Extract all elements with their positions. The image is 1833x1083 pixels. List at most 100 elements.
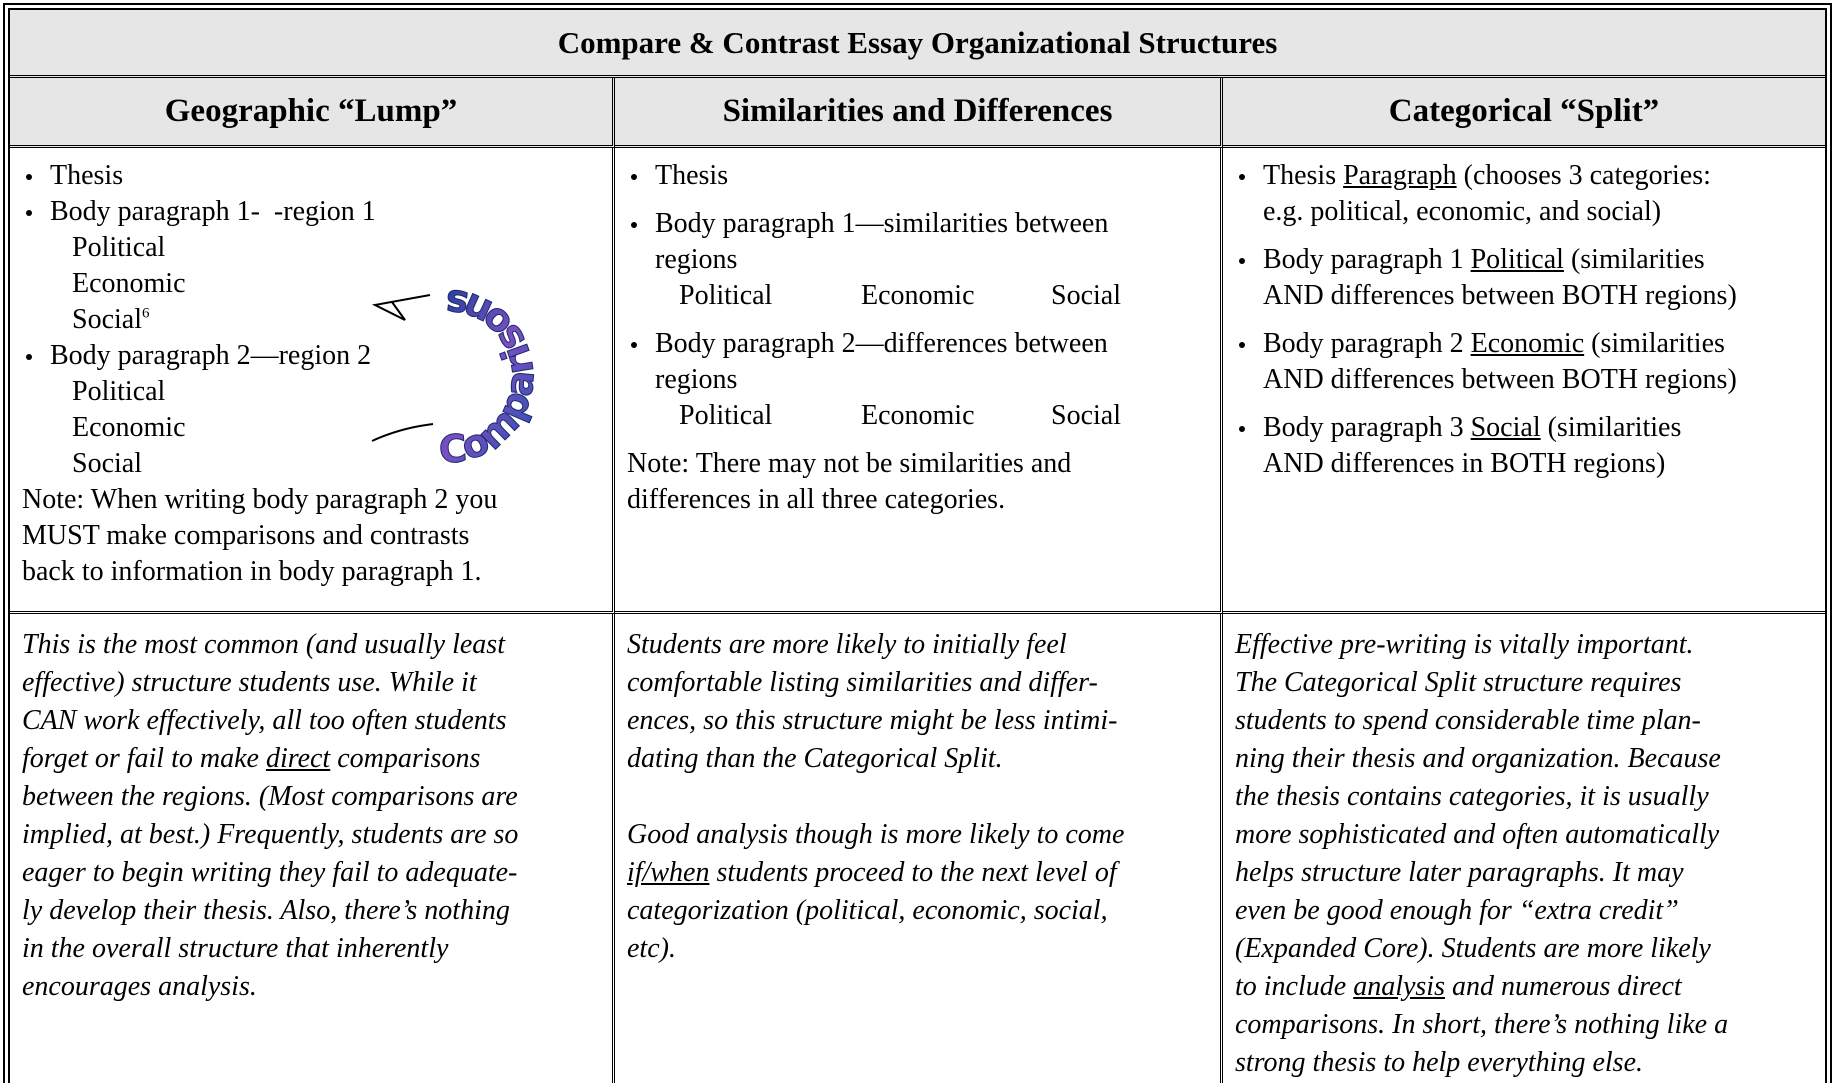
text-run: (similarities — [1540, 412, 1682, 443]
text-line: differences in all three categories. — [627, 484, 1006, 515]
commentary-line: even be good enough for “extra credit” — [1235, 895, 1679, 926]
commentary-line: CAN work effectively, all too often stud… — [22, 705, 507, 736]
note-item: Note: There may not be similarities and d… — [627, 446, 1210, 518]
commentary-line: effective) structure students use. While… — [22, 667, 477, 698]
text-line: Body paragraph 2—region 2 — [50, 340, 372, 371]
text-run: (similarities — [1563, 244, 1705, 275]
category: Political — [679, 280, 773, 311]
column-heading: Categorical “Split” — [1223, 78, 1825, 148]
commentary-line: ences, so this structure might be less i… — [627, 705, 1118, 736]
column-heading: Similarities and Differences — [615, 78, 1223, 148]
text-line: Note: When writing body paragraph 2 you — [22, 484, 498, 515]
text-line: Body paragraph 2 Economic (similarities — [1263, 326, 1815, 362]
bullet-item: Body paragraph 3 Social (similarities AND… — [1235, 410, 1815, 482]
text-line: Thesis — [655, 160, 729, 191]
text-run: (similarities — [1584, 328, 1725, 359]
bullet-item: Body paragraph 2 Economic (similarities A… — [1235, 326, 1815, 398]
commentary-line: strong thesis to help everything else. — [1235, 1047, 1643, 1078]
commentary-line: etc). — [627, 933, 676, 964]
commentary-line: implied, at best.) Frequently, students … — [22, 819, 519, 850]
bullet-item: Body paragraph 1- -region 1 — [22, 194, 602, 230]
category: Economic — [861, 400, 975, 431]
text-line: regions — [655, 364, 738, 395]
text-line: Body paragraph 1—similarities between — [655, 208, 1109, 239]
commentary-line: in the overall structure that inherently — [22, 933, 449, 964]
sub-item: Political Economic Social — [22, 374, 602, 482]
text-run: Thesis — [1263, 160, 1344, 191]
commentary-line: Students are more likely to initially fe… — [627, 629, 1067, 660]
commentary-cell: This is the most common (and usually lea… — [10, 614, 615, 1083]
text-run: (chooses 3 categories: — [1456, 160, 1711, 191]
text-run: and numerous direct — [1444, 971, 1682, 1002]
text-line: AND differences between BOTH regions) — [1263, 364, 1737, 395]
text-run: forget or fail to make — [22, 743, 266, 774]
commentary-line: if/when students proceed to the next lev… — [627, 854, 1210, 892]
commentary-paragraph: Effective pre-writing is vitally importa… — [1235, 626, 1815, 1082]
category: Political — [679, 400, 773, 431]
text-line: Body paragraph 2—differences between — [655, 328, 1108, 359]
text-line: Note: There may not be similarities and — [627, 448, 1072, 479]
structure-cell: Thesis Body paragraph 1- -region 1 Politic… — [10, 148, 615, 614]
structure-cell: Thesis Paragraph (chooses 3 categories: e… — [1223, 148, 1825, 614]
text-line: Body paragraph 1- -region 1 — [50, 196, 376, 227]
commentary-paragraph: Good analysis though is more likely to c… — [627, 816, 1210, 968]
commentary-line: helps structure later paragraphs. It may — [1235, 857, 1684, 888]
text-line: Social — [72, 448, 142, 479]
text-line: Thesis — [50, 160, 124, 191]
commentary-line: comfortable listing similarities and dif… — [627, 667, 1098, 698]
underlined-text: Social — [1470, 412, 1541, 443]
text-line: Body paragraph 3 Social (similarities — [1263, 410, 1815, 446]
commentary-cell: Effective pre-writing is vitally importa… — [1223, 614, 1825, 1083]
sub-item: Political Economic Social6 — [22, 230, 602, 338]
commentary-line: more sophisticated and often automatical… — [1235, 819, 1720, 850]
commentary-line: dating than the Categorical Split. — [627, 743, 1003, 774]
commentary-line: encourages analysis. — [22, 971, 257, 1002]
commentary-line: This is the most common (and usually lea… — [22, 629, 505, 660]
text-line: Economic — [72, 268, 186, 299]
text-line: regions — [655, 244, 738, 275]
text-run: Body paragraph 2 — [1263, 328, 1471, 359]
organizer-table: Compare & Contrast Essay Organizational … — [3, 3, 1832, 1083]
commentary-line: ly develop their thesis. Also, there’s n… — [22, 895, 510, 926]
commentary-line: comparisons. In short, there’s nothing l… — [1235, 1009, 1729, 1040]
commentary-line: students to spend considerable time plan… — [1235, 705, 1701, 736]
text-line: Thesis Paragraph (chooses 3 categories: — [1263, 158, 1815, 194]
commentary-paragraph: This is the most common (and usually lea… — [22, 626, 602, 1006]
bullet-item: Thesis Paragraph (chooses 3 categories: e… — [1235, 158, 1815, 230]
text-line: AND differences in BOTH regions) — [1263, 448, 1666, 479]
text-run: Body paragraph 3 — [1263, 412, 1471, 443]
commentary-line: Good analysis though is more likely to c… — [627, 819, 1125, 850]
text-run: students proceed to the next level of — [709, 857, 1117, 888]
text-run: Body paragraph 1 — [1263, 244, 1471, 275]
commentary-line: categorization (political, economic, soc… — [627, 895, 1108, 926]
underlined-text: direct — [265, 743, 331, 774]
category: Social — [1051, 400, 1121, 431]
bullet-item: Body paragraph 1 Political (similarities… — [1235, 242, 1815, 314]
bullet-item: Body paragraph 1—similarities between reg… — [627, 206, 1210, 278]
category: Social — [1051, 280, 1121, 311]
text-run: Social — [72, 304, 142, 335]
table-title: Compare & Contrast Essay Organizational … — [10, 10, 1825, 78]
text-run: to include — [1235, 971, 1354, 1002]
underlined-text: if/when — [627, 857, 710, 888]
cats-item: Political Economic Social — [627, 398, 1210, 434]
bullet-item: Body paragraph 2—differences between regi… — [627, 326, 1210, 398]
footnote-mark: 6 — [142, 305, 150, 322]
category: Economic — [861, 280, 975, 311]
commentary-line: the thesis contains categories, it is us… — [1235, 781, 1709, 812]
commentary-line: The Categorical Split structure requires — [1235, 667, 1682, 698]
text-line: AND differences between BOTH regions) — [1263, 280, 1737, 311]
bullet-item: Thesis — [22, 158, 602, 194]
text-line: Political — [72, 232, 166, 263]
bullet-item: Body paragraph 2—region 2 — [22, 338, 602, 374]
underlined-text: Political — [1470, 244, 1564, 275]
commentary-line: eager to begin writing they fail to adeq… — [22, 857, 518, 888]
underlined-text: Paragraph — [1343, 160, 1457, 191]
commentary-paragraph: Students are more likely to initially fe… — [627, 626, 1210, 778]
commentary-line: forget or fail to make direct comparison… — [22, 740, 602, 778]
commentary-line: to include analysis and numerous direct — [1235, 968, 1815, 1006]
commentary-line: between the regions. (Most comparisons a… — [22, 781, 518, 812]
text-line: Political — [72, 376, 166, 407]
text-line: Social6 — [72, 302, 602, 338]
